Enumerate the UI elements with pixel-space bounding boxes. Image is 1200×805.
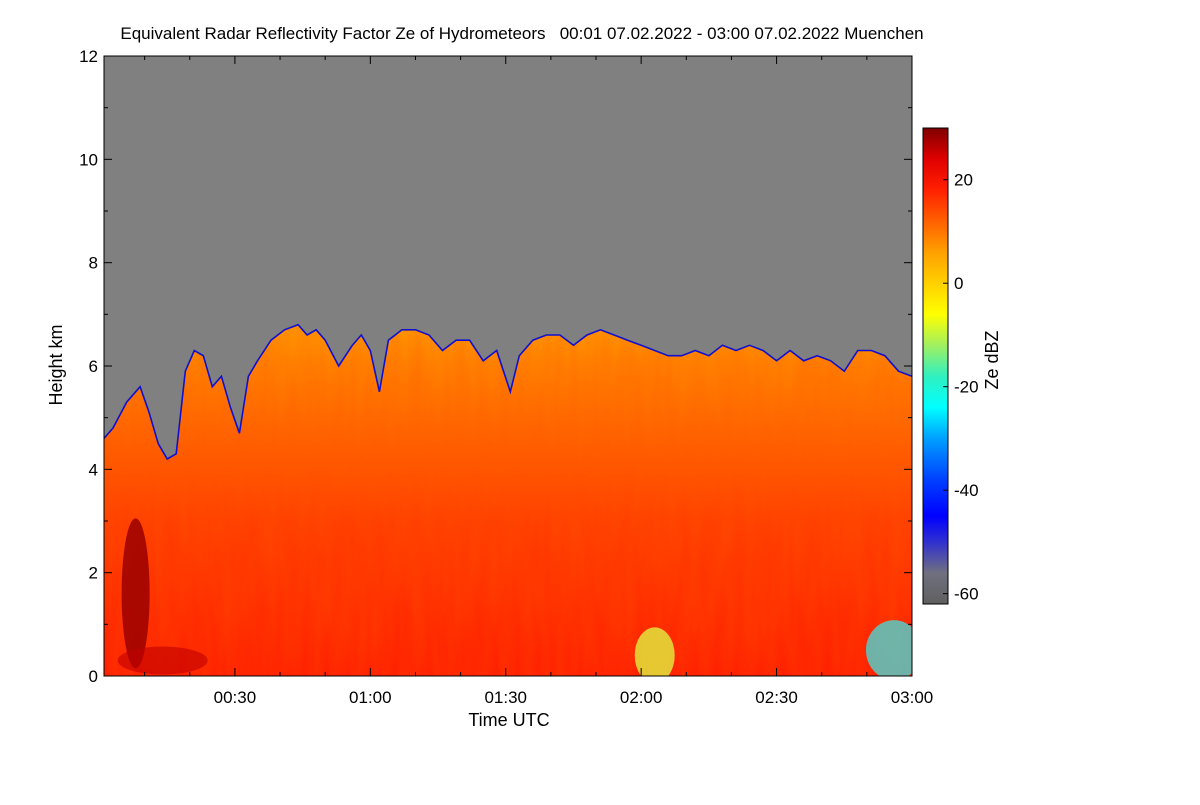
y-tick-label: 12 [79,47,98,66]
weak-echo-patch [865,620,912,676]
hotspot-core [121,518,150,669]
x-tick-label: 00:30 [214,688,257,707]
colorbar-tick-label: 20 [954,171,973,190]
y-tick-label: 2 [89,564,98,583]
colorbar-label: Ze dBZ [982,330,1002,389]
x-tick-label: 02:30 [755,688,798,707]
weak-echo-patch [634,627,675,676]
x-tick-label: 01:00 [349,688,392,707]
x-axis: 00:30 01:00 01:30 02:00 02:30 03:00 [144,56,934,707]
colorbar-tick-label: -20 [954,378,979,397]
hotspot-ground [117,646,208,675]
y-tick-label: 6 [89,357,98,376]
colorbar: -60 -40 -20 0 20 Ze dBZ [922,127,1002,605]
colorbar-tick-label: 0 [954,274,963,293]
chart-title: Equivalent Radar Reflectivity Factor Ze … [120,24,923,43]
x-tick-label: 03:00 [891,688,934,707]
x-tick-label: 01:30 [484,688,527,707]
y-axis-label: Height km [46,324,66,405]
y-tick-label: 0 [89,667,98,686]
plot-area [103,55,913,677]
y-tick-label: 4 [89,460,98,479]
x-axis-label: Time UTC [468,710,549,730]
y-tick-label: 10 [79,150,98,169]
colorbar-scale [922,127,949,605]
x-tick-label: 02:00 [620,688,663,707]
echo-top-edge [103,323,913,461]
y-tick-label: 8 [89,254,98,273]
colorbar-tick-label: -40 [954,481,979,500]
colorbar-tick-label: -60 [954,585,979,604]
y-axis: 0 2 4 6 8 10 12 [79,47,912,686]
